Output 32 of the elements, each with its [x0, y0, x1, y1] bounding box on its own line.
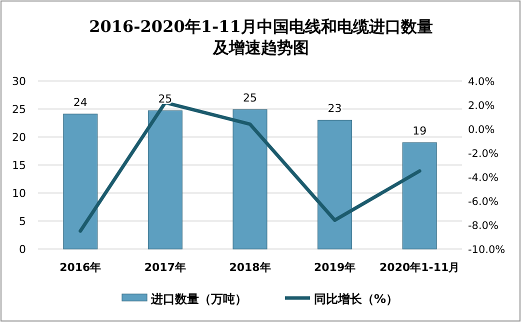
y-tick-label: 15	[12, 159, 26, 172]
data-label: 19	[412, 124, 427, 138]
y2-tick-label: 0.0%	[468, 124, 495, 136]
y2-tick-label: -8.0%	[468, 220, 498, 232]
y-tick-label: 25	[12, 103, 26, 116]
bar	[318, 120, 352, 250]
y-tick-label: 20	[12, 131, 26, 144]
data-label: 25	[243, 92, 257, 105]
y-tick-label: 30	[12, 75, 26, 88]
y2-tick-label: 4.0%	[468, 76, 495, 88]
x-tick-label: 2016年	[60, 261, 102, 274]
y2-tick-label: -2.0%	[468, 148, 498, 160]
y2-tick-label: -4.0%	[468, 172, 498, 184]
x-tick-label: 2017年	[144, 261, 186, 274]
legend-label: 进口数量（万吨）	[150, 292, 247, 306]
y2-tick-label: -6.0%	[468, 196, 498, 208]
x-tick-label: 2019年	[314, 261, 356, 274]
y-tick-label: 5	[19, 215, 26, 228]
data-label: 23	[328, 102, 342, 116]
chart-title: 2016-2020年1-11月中国电线和电缆进口数量及增速趋势图	[89, 17, 433, 57]
y-tick-label: 10	[12, 187, 26, 200]
y2-tick-label: 2.0%	[468, 100, 495, 112]
bar	[63, 114, 98, 250]
x-tick-label: 2020年1-11月	[380, 261, 460, 274]
x-tick-label: 2018年	[229, 261, 271, 274]
bar	[148, 110, 182, 250]
y-tick-label: 0	[19, 243, 26, 256]
legend-label: 同比增长（%）	[314, 292, 398, 306]
data-label: 24	[73, 96, 88, 110]
bar	[232, 109, 268, 250]
bar	[402, 142, 437, 250]
y2-tick-label: -10.0%	[468, 244, 506, 256]
